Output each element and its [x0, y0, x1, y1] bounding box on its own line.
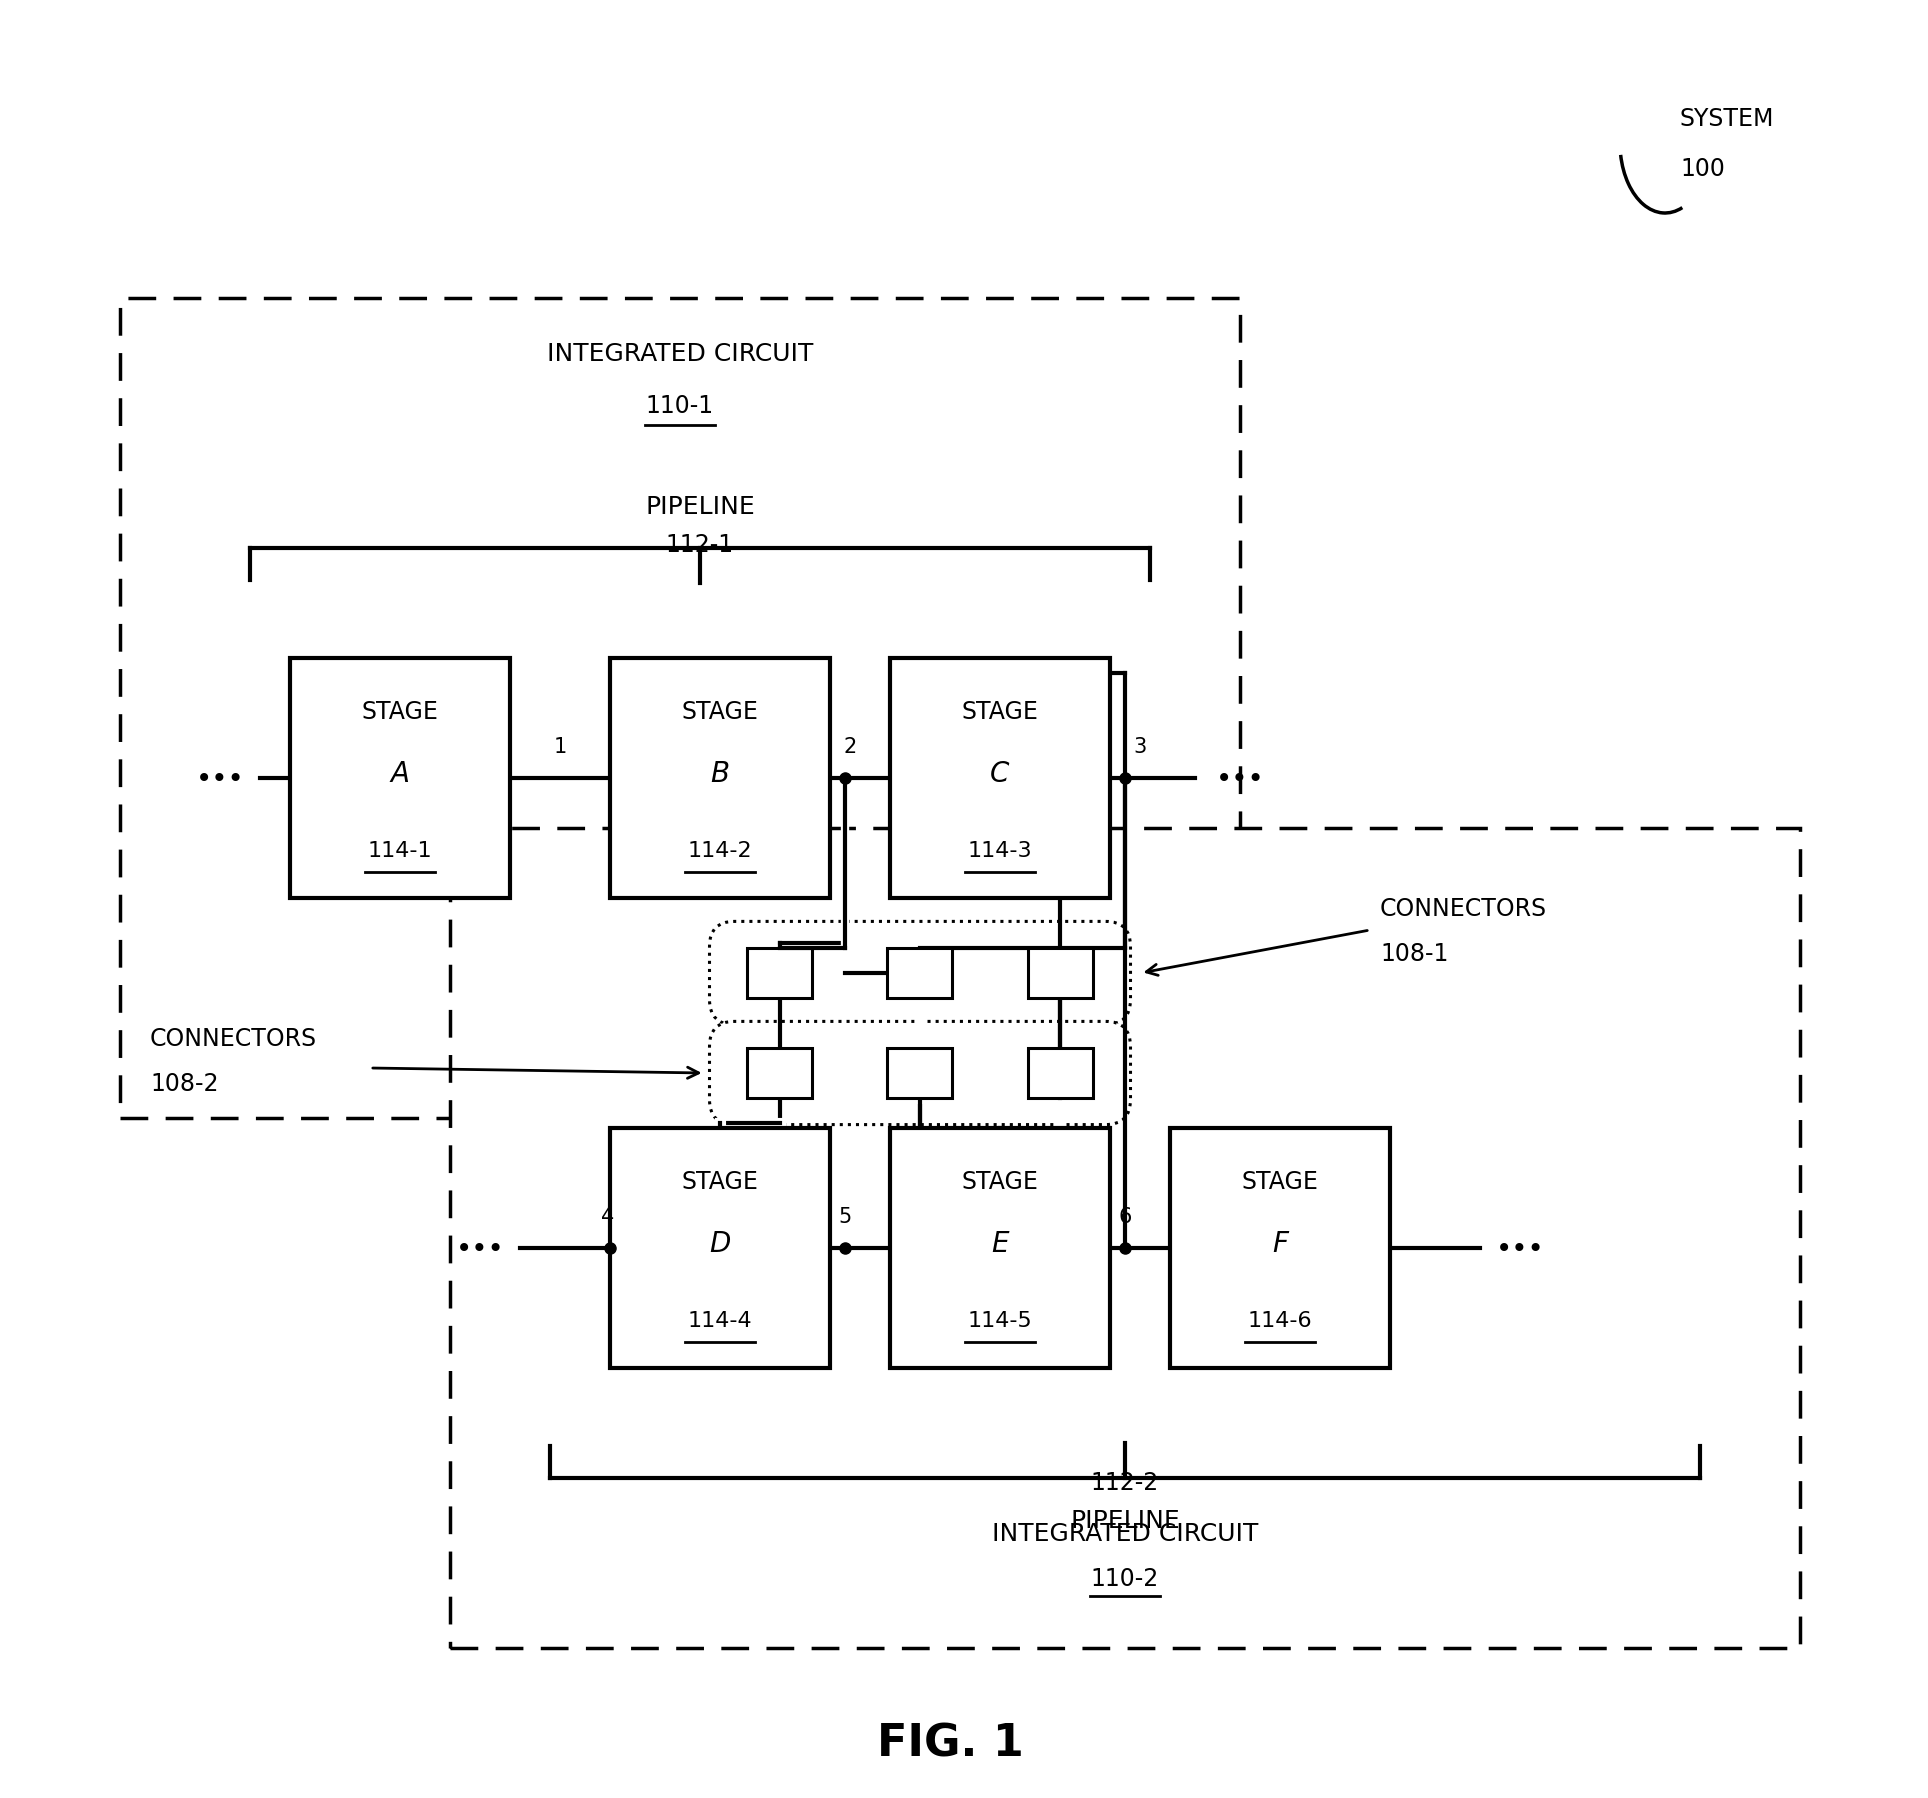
Text: A: A — [391, 761, 409, 788]
Text: STAGE: STAGE — [962, 1169, 1039, 1194]
Text: 108-1: 108-1 — [1380, 942, 1448, 966]
Text: CONNECTORS: CONNECTORS — [1380, 897, 1546, 921]
Text: 114-3: 114-3 — [968, 840, 1031, 861]
Text: 110-1: 110-1 — [646, 394, 713, 417]
Text: •••: ••• — [1217, 764, 1265, 793]
Bar — [609, 658, 829, 899]
Bar — [748, 949, 812, 998]
Bar — [1170, 1129, 1390, 1368]
Text: CONNECTORS: CONNECTORS — [150, 1027, 316, 1050]
Text: PIPELINE: PIPELINE — [646, 494, 756, 518]
Bar — [609, 1129, 829, 1368]
Text: INTEGRATED CIRCUIT: INTEGRATED CIRCUIT — [548, 342, 814, 365]
FancyBboxPatch shape — [710, 922, 1130, 1025]
Text: 108-2: 108-2 — [150, 1072, 218, 1095]
Text: •••: ••• — [1496, 1233, 1544, 1262]
Text: STAGE: STAGE — [362, 699, 438, 723]
Text: E: E — [991, 1230, 1008, 1257]
Text: F: F — [1272, 1230, 1288, 1257]
Text: STAGE: STAGE — [1242, 1169, 1319, 1194]
Text: 3: 3 — [1134, 737, 1147, 757]
Bar — [1028, 1048, 1093, 1099]
FancyBboxPatch shape — [710, 1021, 1130, 1126]
Bar — [887, 1048, 952, 1099]
Text: C: C — [991, 761, 1010, 788]
Text: 114-2: 114-2 — [688, 840, 752, 861]
Text: FIG. 1: FIG. 1 — [877, 1721, 1024, 1764]
Bar — [887, 949, 952, 998]
Text: 1: 1 — [553, 737, 567, 757]
Text: 114-6: 114-6 — [1247, 1311, 1313, 1331]
Bar — [289, 658, 511, 899]
Bar — [748, 1048, 812, 1099]
Text: 5: 5 — [839, 1206, 852, 1226]
Text: B: B — [711, 761, 729, 788]
Text: 114-5: 114-5 — [968, 1311, 1031, 1331]
Text: •••: ••• — [195, 764, 245, 793]
Bar — [1028, 949, 1093, 998]
Text: STAGE: STAGE — [683, 699, 758, 723]
Text: SYSTEM: SYSTEM — [1679, 106, 1774, 131]
Text: PIPELINE: PIPELINE — [1070, 1509, 1180, 1532]
Bar — [891, 1129, 1111, 1368]
Text: 112-1: 112-1 — [665, 532, 735, 557]
Text: INTEGRATED CIRCUIT: INTEGRATED CIRCUIT — [991, 1521, 1259, 1544]
Text: 110-2: 110-2 — [1091, 1566, 1159, 1589]
Bar — [120, 298, 1240, 1118]
Text: 114-1: 114-1 — [368, 840, 432, 861]
Text: 4: 4 — [602, 1206, 615, 1226]
Text: 2: 2 — [843, 737, 856, 757]
Text: 6: 6 — [1118, 1206, 1132, 1226]
Text: •••: ••• — [455, 1233, 505, 1262]
Text: 100: 100 — [1679, 156, 1726, 182]
Text: 114-4: 114-4 — [688, 1311, 752, 1331]
Text: D: D — [710, 1230, 731, 1257]
Text: 112-2: 112-2 — [1091, 1471, 1159, 1494]
Bar — [449, 829, 1801, 1649]
Text: STAGE: STAGE — [962, 699, 1039, 723]
Text: STAGE: STAGE — [683, 1169, 758, 1194]
Bar — [891, 658, 1111, 899]
